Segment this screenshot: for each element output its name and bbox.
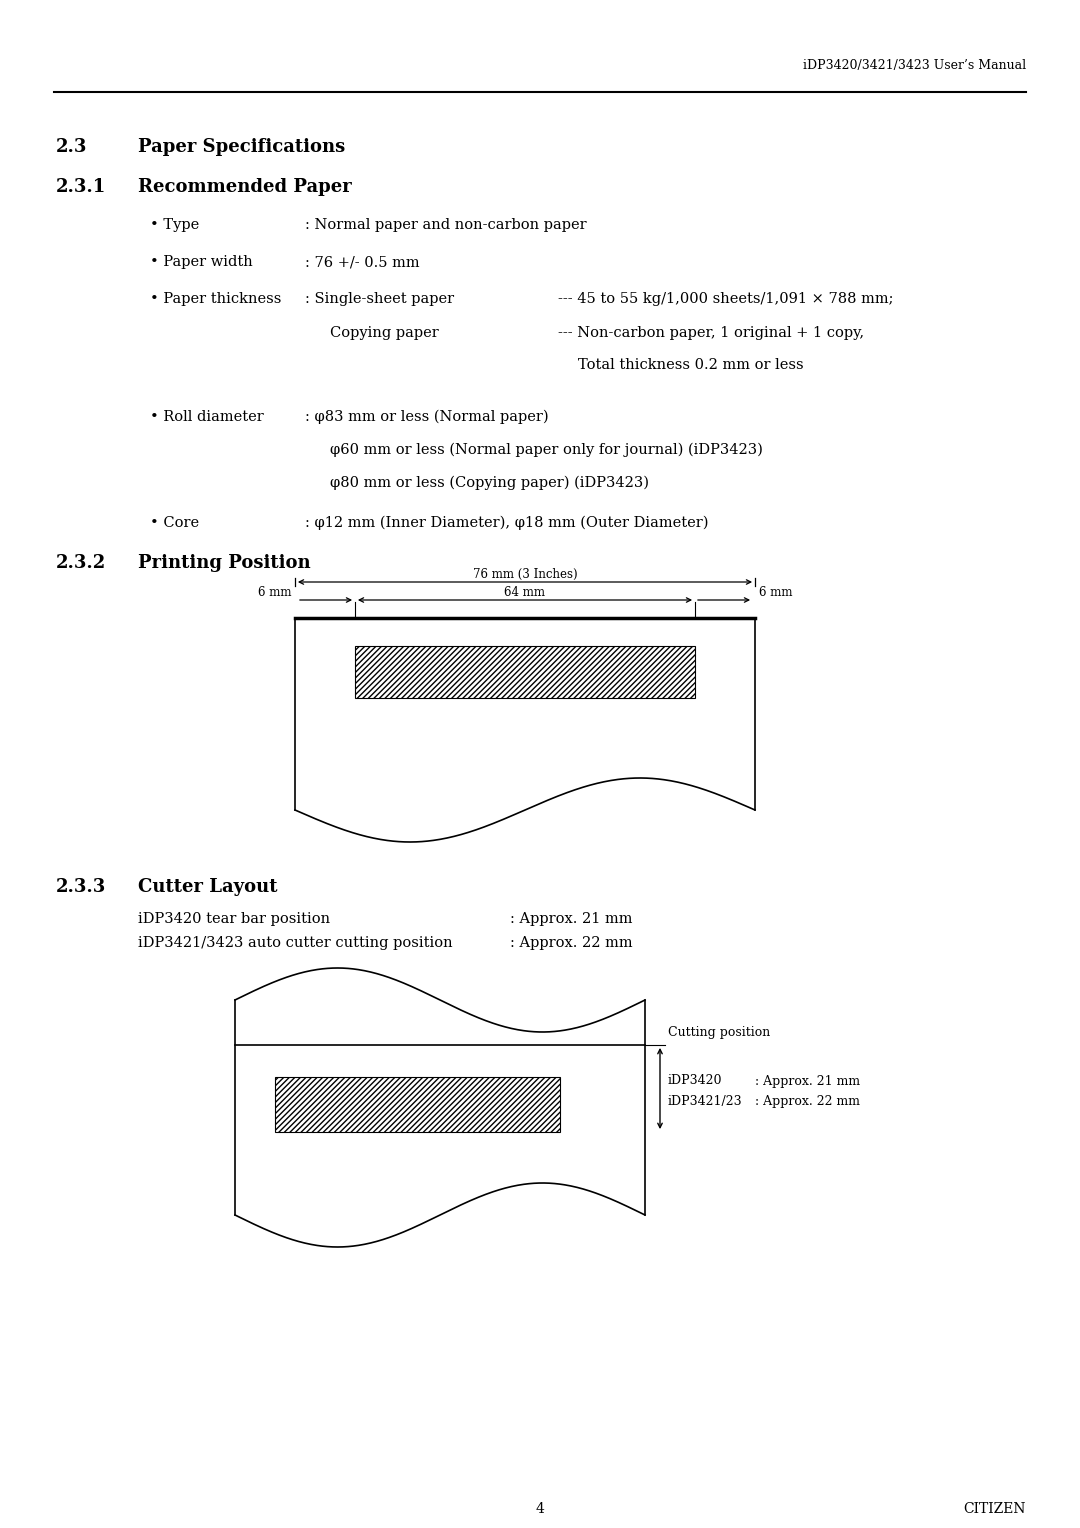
Text: 64 mm: 64 mm [504, 587, 545, 599]
Text: iDP3421/23: iDP3421/23 [669, 1094, 743, 1108]
Text: iDP3420 tear bar position: iDP3420 tear bar position [138, 912, 330, 926]
Text: 2.3.3: 2.3.3 [56, 879, 106, 895]
Text: Printing Position: Printing Position [138, 555, 311, 571]
Text: : Approx. 21 mm: : Approx. 21 mm [755, 1074, 860, 1088]
Text: : Approx. 22 mm: : Approx. 22 mm [510, 937, 633, 950]
Text: Paper Specifications: Paper Specifications [138, 138, 346, 156]
Text: --- Non-carbon paper, 1 original + 1 copy,: --- Non-carbon paper, 1 original + 1 cop… [558, 325, 864, 341]
Text: Copying paper: Copying paper [330, 325, 438, 341]
Text: iDP3420: iDP3420 [669, 1074, 723, 1088]
Text: --- 45 to 55 kg/1,000 sheets/1,091 × 788 mm;: --- 45 to 55 kg/1,000 sheets/1,091 × 788… [558, 292, 893, 306]
Text: : Single-sheet paper: : Single-sheet paper [305, 292, 454, 306]
Text: • Core: • Core [150, 516, 199, 530]
Text: • Paper width: • Paper width [150, 255, 253, 269]
Text: : 76 +/- 0.5 mm: : 76 +/- 0.5 mm [305, 255, 420, 269]
Text: 4: 4 [536, 1502, 544, 1516]
Text: CITIZEN: CITIZEN [963, 1502, 1026, 1516]
Text: iDP3421/3423 auto cutter cutting position: iDP3421/3423 auto cutter cutting positio… [138, 937, 453, 950]
Text: : Approx. 21 mm: : Approx. 21 mm [510, 912, 633, 926]
Text: Cutter Layout: Cutter Layout [138, 879, 278, 895]
Text: 2.3: 2.3 [56, 138, 87, 156]
Text: : Normal paper and non-carbon paper: : Normal paper and non-carbon paper [305, 219, 586, 232]
Text: φ80 mm or less (Copying paper) (iDP3423): φ80 mm or less (Copying paper) (iDP3423) [330, 477, 649, 490]
Text: 2.3.2: 2.3.2 [56, 555, 106, 571]
Text: • Roll diameter: • Roll diameter [150, 410, 264, 423]
Text: 76 mm (3 Inches): 76 mm (3 Inches) [473, 568, 578, 581]
Text: • Paper thickness: • Paper thickness [150, 292, 282, 306]
Text: 2.3.1: 2.3.1 [56, 177, 106, 196]
Text: Total thickness 0.2 mm or less: Total thickness 0.2 mm or less [578, 358, 804, 371]
Text: Cutting position: Cutting position [669, 1025, 770, 1039]
Text: : φ12 mm (Inner Diameter), φ18 mm (Outer Diameter): : φ12 mm (Inner Diameter), φ18 mm (Outer… [305, 516, 708, 530]
Text: • Type: • Type [150, 219, 199, 232]
Text: 6 mm: 6 mm [257, 587, 291, 599]
Text: 6 mm: 6 mm [759, 587, 793, 599]
Bar [275, 1077, 561, 1132]
Text: : φ83 mm or less (Normal paper): : φ83 mm or less (Normal paper) [305, 410, 549, 425]
Bar [355, 646, 696, 698]
Text: φ60 mm or less (Normal paper only for journal) (iDP3423): φ60 mm or less (Normal paper only for jo… [330, 443, 762, 457]
Text: Recommended Paper: Recommended Paper [138, 177, 352, 196]
Text: : Approx. 22 mm: : Approx. 22 mm [755, 1094, 860, 1108]
Text: iDP3420/3421/3423 User’s Manual: iDP3420/3421/3423 User’s Manual [802, 60, 1026, 72]
